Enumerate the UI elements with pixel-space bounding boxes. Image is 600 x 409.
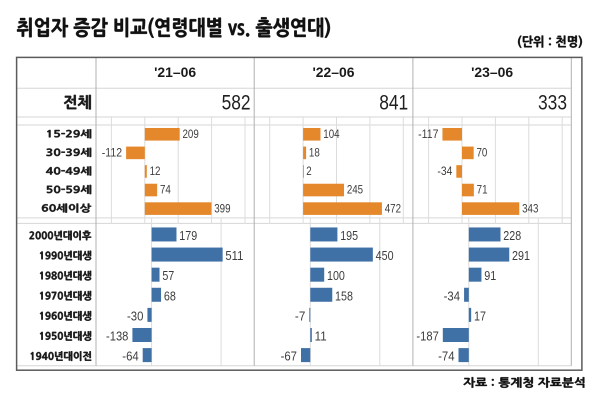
svg-text:91: 91 <box>484 268 496 283</box>
svg-text:-34: -34 <box>444 288 460 303</box>
svg-text:841: 841 <box>379 91 408 114</box>
svg-text:'23–06: '23–06 <box>471 65 513 80</box>
svg-text:70: 70 <box>476 146 487 160</box>
svg-text:100: 100 <box>327 268 345 283</box>
svg-text:333: 333 <box>538 91 567 114</box>
svg-text:399: 399 <box>214 201 230 215</box>
svg-text:68: 68 <box>164 288 176 303</box>
svg-text:343: 343 <box>522 201 539 215</box>
svg-text:245: 245 <box>347 183 364 197</box>
svg-text:158: 158 <box>335 288 353 303</box>
svg-text:-30: -30 <box>127 308 143 323</box>
svg-text:-112: -112 <box>102 146 122 160</box>
svg-text:511: 511 <box>225 248 243 263</box>
svg-text:2: 2 <box>306 164 311 178</box>
svg-text:104: 104 <box>323 127 340 141</box>
svg-text:-187: -187 <box>416 328 438 343</box>
svg-text:-138: -138 <box>106 328 128 343</box>
svg-text:-7: -7 <box>295 308 305 323</box>
svg-text:-67: -67 <box>281 349 297 364</box>
svg-text:291: 291 <box>512 248 530 263</box>
svg-text:228: 228 <box>503 228 521 243</box>
svg-text:'21–06: '21–06 <box>154 65 196 80</box>
svg-text:209: 209 <box>183 127 199 141</box>
svg-text:'22–06: '22–06 <box>313 65 355 80</box>
svg-text:57: 57 <box>162 268 174 283</box>
svg-text:582: 582 <box>222 91 251 114</box>
svg-text:-64: -64 <box>122 349 138 364</box>
svg-text:472: 472 <box>385 201 401 215</box>
svg-text:-34: -34 <box>437 164 452 178</box>
svg-text:74: 74 <box>160 183 171 197</box>
svg-text:195: 195 <box>340 228 358 243</box>
svg-text:450: 450 <box>376 248 394 263</box>
svg-text:179: 179 <box>179 228 197 243</box>
svg-text:71: 71 <box>477 183 488 197</box>
svg-text:17: 17 <box>474 308 486 323</box>
svg-text:11: 11 <box>315 328 327 343</box>
svg-text:-117: -117 <box>418 127 438 141</box>
svg-text:18: 18 <box>309 146 320 160</box>
svg-text:-74: -74 <box>438 349 454 364</box>
svg-text:12: 12 <box>150 164 161 178</box>
